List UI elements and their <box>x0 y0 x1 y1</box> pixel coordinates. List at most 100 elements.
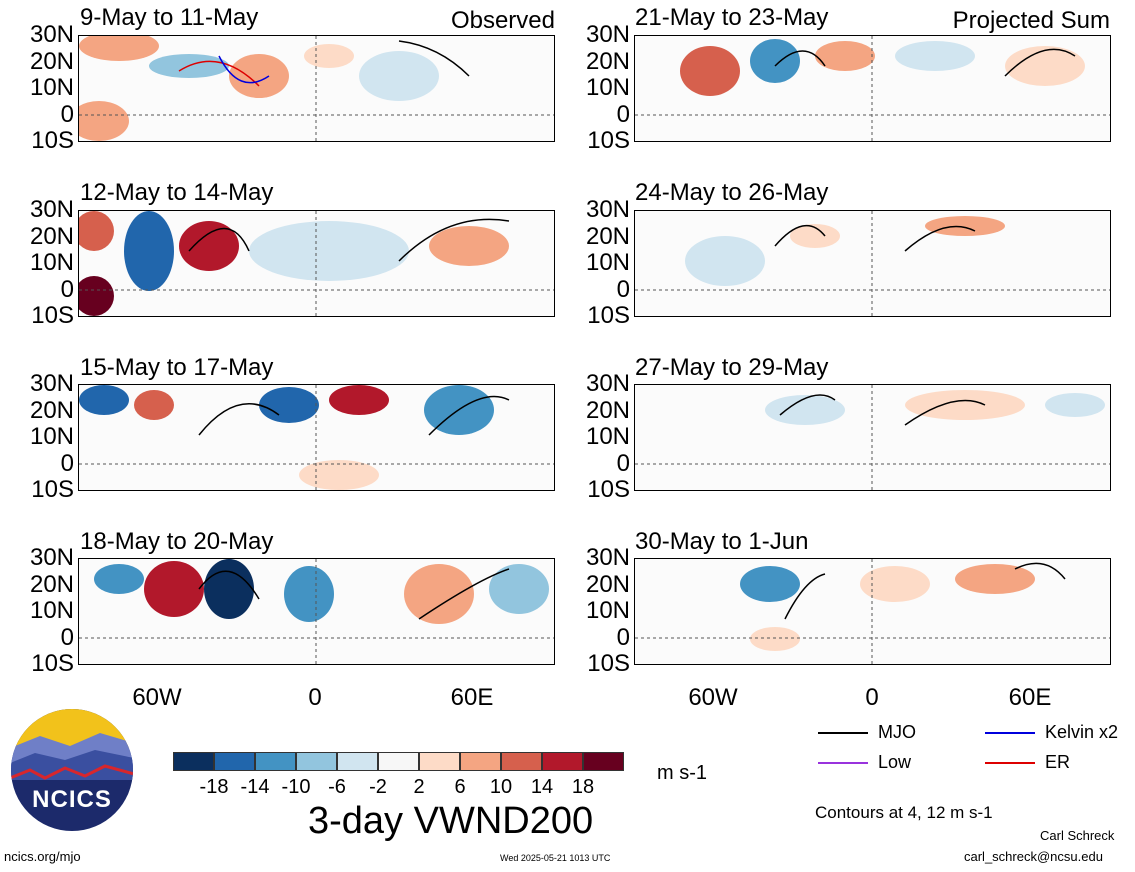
map-panel-5-field <box>79 385 554 490</box>
colorbar-swatch <box>214 752 255 771</box>
map-panel-8-field <box>635 559 1110 664</box>
lon-label-60e-left: 60E <box>450 684 494 711</box>
panel-5-title: 15-May to 17-May <box>80 354 274 381</box>
panel-1-title: 9-May to 11-May <box>80 4 259 31</box>
lat-label: 0 <box>60 623 74 651</box>
colorbar-tick-label: 2 <box>413 776 425 798</box>
lat-label: 0 <box>60 100 74 128</box>
lat-label: 10N <box>29 423 74 450</box>
lat-label: 10N <box>29 249 74 276</box>
lat-label: 20N <box>29 222 74 250</box>
colorbar-units: m s-1 <box>657 762 707 784</box>
author-name: Carl Schreck <box>1040 828 1115 843</box>
lat-label: 10S <box>31 127 74 154</box>
lat-label: 30N <box>585 21 630 48</box>
lat-label: 10N <box>29 597 74 624</box>
lat-label: 30N <box>585 370 630 397</box>
lat-label: 30N <box>585 196 630 223</box>
panel-6-title: 27-May to 29-May <box>635 354 829 381</box>
panel-1-tag: Observed <box>450 7 555 34</box>
lon-label-0-left: 0 <box>308 684 322 711</box>
author-email[interactable]: carl_schreck@ncsu.edu <box>964 849 1103 864</box>
lat-label: 0 <box>616 623 630 651</box>
colorbar-tick-label: 10 <box>489 776 513 798</box>
colorbar-tick-label: -6 <box>328 776 346 798</box>
map-panel-4 <box>634 210 1111 317</box>
lat-label: 10S <box>31 302 74 329</box>
map-panel-7-field <box>79 559 554 664</box>
figure-title: 3-day VWND200 <box>308 800 594 842</box>
lat-label: 10S <box>31 476 74 503</box>
lat-label: 20N <box>585 570 630 598</box>
lat-label: 30N <box>29 21 74 48</box>
colorbar-swatch <box>501 752 542 771</box>
lat-label: 20N <box>29 570 74 598</box>
lat-label: 0 <box>60 449 74 477</box>
colorbar-tick-label: 6 <box>454 776 466 798</box>
lat-label: 20N <box>585 47 630 75</box>
map-panel-1-field <box>79 36 554 141</box>
panel-2-title: 21-May to 23-May <box>635 4 829 31</box>
lat-label: 0 <box>616 275 630 303</box>
legend-label: ER <box>1045 752 1071 772</box>
lat-label: 10N <box>585 423 630 450</box>
lat-label: 30N <box>29 370 74 397</box>
colorbar-swatch <box>460 752 501 771</box>
colorbar-tick-label: -14 <box>240 776 270 798</box>
colorbar-tick-label: 14 <box>530 776 554 798</box>
legend-line <box>818 762 868 764</box>
colorbar-swatch <box>378 752 419 771</box>
lat-label: 0 <box>60 275 74 303</box>
lat-label: 30N <box>585 544 630 571</box>
colorbar-swatch <box>542 752 583 771</box>
map-panel-3 <box>78 210 555 317</box>
map-panel-4-field <box>635 211 1110 316</box>
colorbar-swatch <box>583 752 624 771</box>
panel-4-title: 24-May to 26-May <box>635 179 829 206</box>
colorbar-swatch <box>173 752 214 771</box>
lat-label: 10N <box>585 597 630 624</box>
lat-label: 30N <box>29 196 74 223</box>
colorbar-swatch <box>255 752 296 771</box>
colorbar-tick-label: -18 <box>199 776 229 798</box>
site-link[interactable]: ncics.org/mjo <box>4 849 81 864</box>
lat-label: 30N <box>29 544 74 571</box>
ncics-logo-graphic <box>11 709 133 831</box>
colorbar-tick-label: 18 <box>571 776 595 798</box>
colorbar-swatch <box>296 752 337 771</box>
contours-note: Contours at 4, 12 m s-1 <box>815 803 993 822</box>
map-panel-2-field <box>635 36 1110 141</box>
colorbar-swatch <box>337 752 378 771</box>
legend-label: MJO <box>878 722 916 742</box>
lon-label-60w-right: 60W <box>688 684 738 711</box>
lat-label: 10N <box>585 249 630 276</box>
lat-label: 20N <box>585 222 630 250</box>
map-panel-1 <box>78 35 555 142</box>
map-panel-8 <box>634 558 1111 665</box>
map-panel-5 <box>78 384 555 491</box>
map-panel-7 <box>78 558 555 665</box>
colorbar-tick-label: -10 <box>281 776 311 798</box>
lat-label: 10S <box>587 127 630 154</box>
map-panel-6 <box>634 384 1111 491</box>
map-panel-6-field <box>635 385 1110 490</box>
lon-label-60w-left: 60W <box>132 684 182 711</box>
lat-label: 10S <box>587 476 630 503</box>
ncics-logo: NCICS <box>10 708 134 832</box>
lat-label: 0 <box>616 449 630 477</box>
panel-3-title: 12-May to 14-May <box>80 179 274 206</box>
map-panel-3-field <box>79 211 554 316</box>
panel-7-title: 18-May to 20-May <box>80 528 274 555</box>
map-panel-2 <box>634 35 1111 142</box>
legend-line <box>985 732 1035 734</box>
legend-label: Kelvin x2 <box>1045 722 1119 742</box>
lat-label: 20N <box>29 396 74 424</box>
timestamp: Wed 2025-05-21 1013 UTC <box>500 853 611 863</box>
legend-line <box>985 762 1035 764</box>
lat-label: 20N <box>29 47 74 75</box>
panel-8-title: 30-May to 1-Jun <box>635 528 809 555</box>
ncics-logo-text: NCICS <box>32 786 112 813</box>
lat-label: 0 <box>616 100 630 128</box>
legend-line <box>818 732 868 734</box>
lat-label: 10S <box>587 650 630 677</box>
